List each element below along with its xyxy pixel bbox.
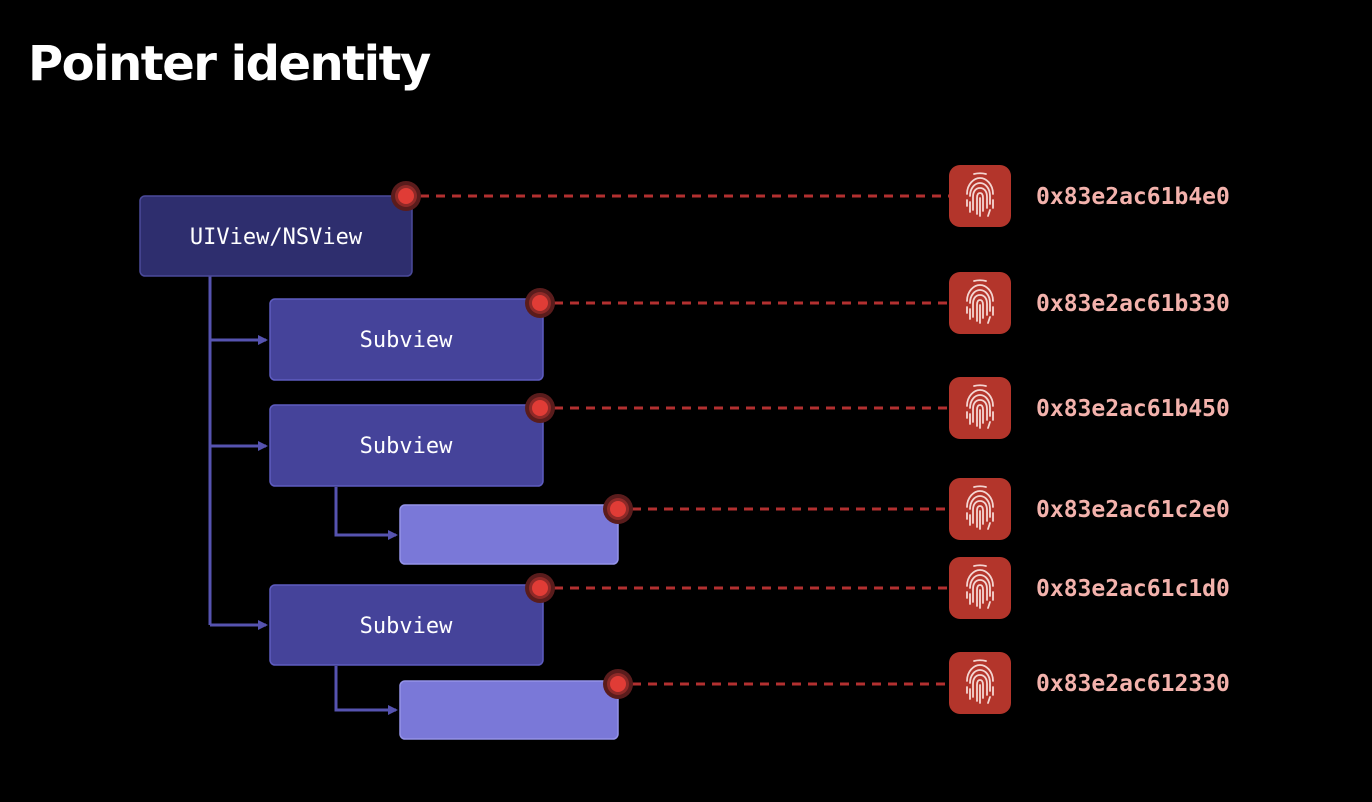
pointer-dot-icon <box>525 393 555 423</box>
identity-lines <box>420 194 950 686</box>
subview-box: Subview <box>269 298 544 381</box>
subview-label: Subview <box>360 328 453 353</box>
fingerprint-icon <box>949 652 1011 714</box>
connector-arrow <box>334 487 398 540</box>
pointer-address: 0x83e2ac61c1d0 <box>1036 576 1230 602</box>
pointer-dot-icon <box>525 288 555 318</box>
fingerprint-icon <box>949 377 1011 439</box>
pointer-dot-icon <box>603 669 633 699</box>
fingerprint-tiles <box>949 165 1011 714</box>
page-title: Pointer identity <box>28 36 431 92</box>
pointer-dots <box>391 181 633 699</box>
nested-subview-box <box>399 504 619 565</box>
pointer-address: 0x83e2ac61b450 <box>1036 396 1230 422</box>
subview-box: Subview <box>269 584 544 666</box>
root-view-box: UIView/NSView <box>139 195 413 277</box>
pointer-dot-icon <box>603 494 633 524</box>
root-view-label: UIView/NSView <box>190 225 363 250</box>
subview-label: Subview <box>360 614 453 639</box>
fingerprint-icon <box>949 165 1011 227</box>
tree-connectors <box>208 276 398 715</box>
pointer-dot-icon <box>391 181 421 211</box>
fingerprint-icon <box>949 272 1011 334</box>
fingerprint-icon <box>949 478 1011 540</box>
nested-subview-box <box>399 680 619 740</box>
fingerprint-icon <box>949 557 1011 619</box>
pointer-dot-icon <box>525 573 555 603</box>
subview-label: Subview <box>360 434 453 459</box>
pointer-addresses: 0x83e2ac61b4e0 0x83e2ac61b330 0x83e2ac61… <box>1036 184 1230 697</box>
connector-arrow <box>334 666 398 715</box>
subview-box: Subview <box>269 404 544 487</box>
pointer-address: 0x83e2ac61c2e0 <box>1036 497 1230 523</box>
pointer-address: 0x83e2ac61b330 <box>1036 291 1230 317</box>
pointer-address: 0x83e2ac612330 <box>1036 671 1230 697</box>
pointer-address: 0x83e2ac61b4e0 <box>1036 184 1230 210</box>
